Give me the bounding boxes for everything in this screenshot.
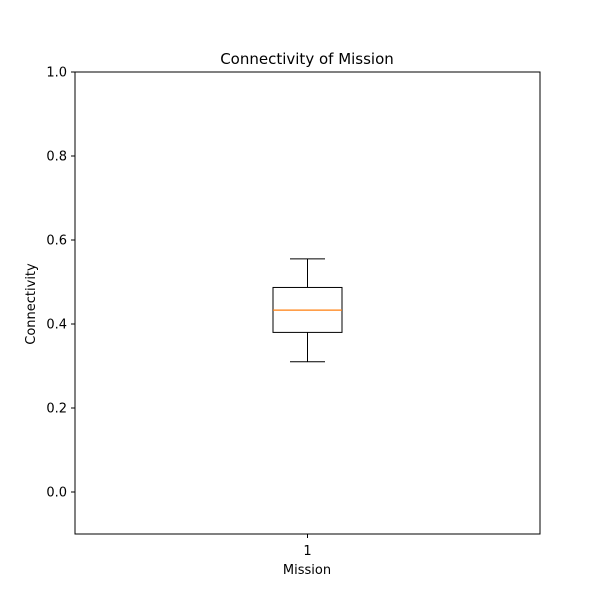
x-tick-label: 1 (303, 544, 311, 559)
y-tick-label: 1.0 (46, 66, 67, 81)
y-tick-label: 0.4 (46, 318, 67, 333)
y-axis-label: Connectivity (24, 263, 39, 345)
plot-layer: 0.0 0.2 0.4 0.6 0.8 1.0 1 (46, 66, 541, 559)
chart-title: Connectivity of Mission (220, 50, 394, 68)
y-tick-label: 0.6 (46, 234, 67, 249)
plot-frame (74, 71, 541, 535)
y-tick-label: 0.2 (46, 402, 67, 417)
y-tick-label: 0.8 (46, 150, 67, 165)
y-tick-label: 0.0 (46, 486, 67, 501)
x-axis-label: Mission (283, 563, 331, 578)
